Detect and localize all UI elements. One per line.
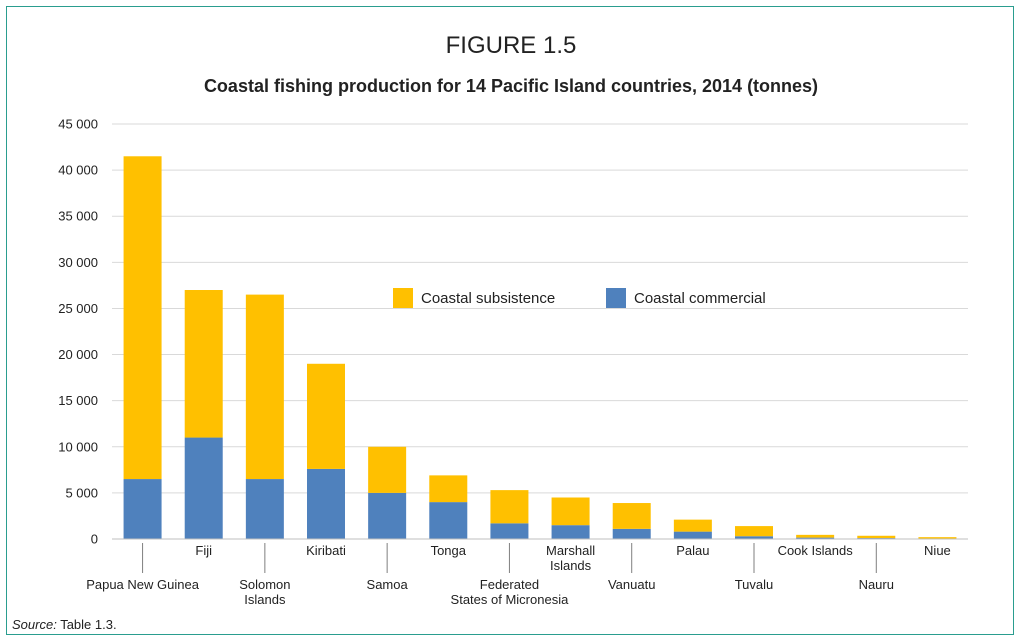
bar-subsistence [307,363,345,469]
y-tick-label: 10 000 [58,439,98,454]
bar-subsistence [184,290,223,438]
bar-subsistence [735,526,773,537]
y-tick-label: 30 000 [58,255,98,270]
x-tick-label: Nauru [859,577,894,592]
y-tick-label: 25 000 [58,301,98,316]
bar-commercial [735,536,773,539]
bar-commercial [612,528,651,539]
source-text: Table 1.3. [60,617,117,632]
gridlines [112,123,968,494]
legend-swatch-commercial [606,288,626,308]
y-tick-label: 0 [91,532,98,547]
bar-commercial [123,479,162,539]
bar-commercial [245,479,284,539]
bar-subsistence [857,535,896,539]
source-note: Source: Table 1.3. [12,617,117,632]
x-tick-label: Cook Islands [778,543,854,558]
bar-subsistence [796,534,835,538]
x-tick-label: Tuvalu [735,577,774,592]
bar-subsistence [123,156,162,480]
x-tick-label: Marshall Islands [546,543,595,573]
legend-swatch-subsistence [393,288,413,308]
bar-commercial [429,502,468,539]
source-label: Source: [12,617,57,632]
bar-subsistence [612,503,651,529]
bar-subsistence [429,475,468,503]
bar-subsistence [551,497,590,526]
x-axis: Papua New Guinea Fiji Solomon Islands Kiriba… [86,538,968,607]
bar-commercial [796,537,835,539]
bar-subsistence [368,446,407,493]
bar-subsistence [918,537,957,539]
y-axis-ticks: 0 5 000 10 000 15 000 20 000 25 000 30 000 35 0… [58,117,98,547]
chart-title: Coastal fishing production for 14 Pacifi… [203,76,819,96]
bar-subsistence [673,519,712,532]
y-tick-label: 45 000 [58,117,98,132]
x-tick-label: Federated States of Micronesia [451,577,570,607]
bar-commercial [368,492,407,539]
y-tick-label: 5 000 [65,485,98,500]
bar-commercial [673,531,712,539]
bar-commercial [490,523,529,539]
x-tick-label: Kiribati [306,543,346,558]
x-tick-label: Solomon Islands [239,577,290,607]
legend: Coastal subsistence Coastal commercial [393,288,766,308]
bar-subsistence [245,294,284,480]
x-tick-label: Niue [924,543,951,558]
x-tick-label: Palau [676,543,709,558]
x-tick-label: Samoa [367,577,409,592]
bars [123,156,957,539]
x-tick-label: Tonga [431,543,467,558]
x-tick-label: Vanuatu [608,577,655,592]
bar-commercial [184,437,223,539]
bar-commercial [551,525,590,539]
y-tick-label: 20 000 [58,347,98,362]
y-tick-label: 35 000 [58,209,98,224]
x-tick-label: Fiji [195,543,212,558]
y-tick-label: 40 000 [58,163,98,178]
bar-subsistence [490,490,529,524]
x-tick-label: Papua New Guinea [86,577,200,592]
bar-commercial [307,468,345,539]
legend-label-commercial: Coastal commercial [634,290,766,307]
figure-label: FIGURE 1.5 [445,32,577,59]
legend-label-subsistence: Coastal subsistence [421,290,555,307]
y-tick-label: 15 000 [58,393,98,408]
